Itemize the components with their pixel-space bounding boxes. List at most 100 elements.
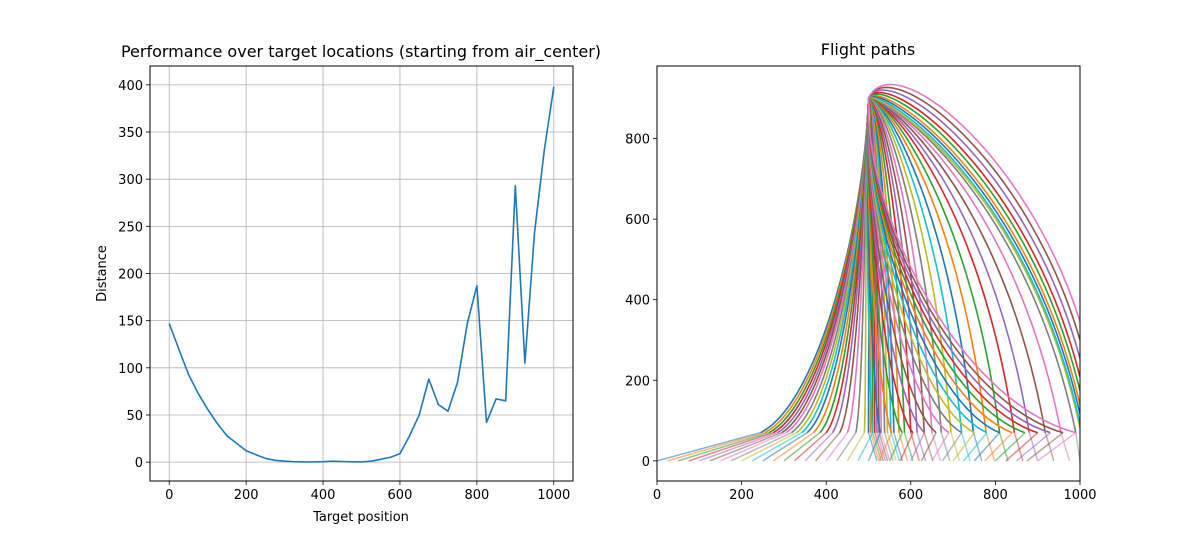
flight-approach-path — [941, 432, 963, 462]
performance-chart: Performance over target locations (start… — [95, 42, 601, 525]
flight-approach-path — [772, 432, 814, 462]
performance-chart-series — [168, 86, 555, 463]
flight-approach-path — [804, 432, 834, 462]
x-tick-label: 800 — [464, 488, 489, 503]
flight-approach-path — [783, 432, 821, 462]
flight-landing-path — [872, 432, 882, 462]
flight-descent-path — [867, 96, 1080, 424]
y-tick-label: 0 — [135, 456, 143, 471]
flight-approach-path — [699, 431, 778, 462]
x-tick-label: 1000 — [537, 488, 570, 503]
flight-landing-path — [950, 432, 961, 462]
flight-paths-chart: Flight paths 0 200 400 600 800 1000 0 200 400 600… — [625, 40, 1096, 503]
flight-approach-path — [899, 432, 914, 462]
flight-paths-chart-frame — [656, 65, 1081, 482]
performance-chart-grid — [150, 66, 573, 481]
flight-descent-path — [867, 93, 1080, 392]
flight-approach-path — [994, 432, 1026, 462]
flight-paths-chart-title: Flight paths — [821, 40, 915, 59]
flight-paths-series — [657, 83, 1080, 462]
y-tick-label: 250 — [118, 220, 143, 235]
flight-descent-path — [867, 89, 1080, 359]
y-tick-label: 800 — [625, 133, 650, 148]
flight-landing-path — [985, 432, 996, 462]
flight-approach-path — [857, 432, 874, 462]
flight-landing-path — [1075, 432, 1080, 461]
flight-approach-path — [677, 431, 770, 462]
y-tick-label: 400 — [118, 79, 143, 94]
y-tick-label: 350 — [118, 126, 143, 141]
flight-approach-path — [762, 432, 808, 462]
x-tick-label: 400 — [814, 488, 839, 503]
flight-approach-path — [846, 432, 865, 462]
flight-approach-path — [730, 431, 792, 462]
flight-approach-path — [815, 432, 841, 462]
y-tick-label: 600 — [625, 213, 650, 228]
flight-approach-path — [720, 431, 787, 462]
flight-approach-path — [825, 432, 848, 462]
flight-descent-path — [867, 95, 1080, 415]
flight-approach-path — [984, 432, 1013, 462]
flight-approach-path — [867, 432, 882, 462]
x-tick-label: 0 — [653, 488, 661, 503]
x-tick-label: 600 — [388, 488, 413, 503]
flight-paths-chart-ticks: 0 200 400 600 800 1000 0 200 400 600 800 — [625, 133, 1096, 503]
y-tick-label: 0 — [642, 455, 650, 470]
flight-approach-path — [741, 431, 797, 462]
y-tick-label: 200 — [625, 374, 650, 389]
flight-descent-path — [867, 86, 1080, 341]
performance-chart-xlabel: Target position — [312, 510, 409, 525]
x-tick-label: 200 — [234, 488, 259, 503]
performance-chart-ylabel: Distance — [95, 245, 110, 302]
flight-descent-path — [867, 91, 1080, 378]
flight-approach-path — [836, 432, 857, 462]
flight-landing-path — [1060, 432, 1071, 462]
flight-approach-path — [910, 432, 926, 462]
flight-approach-path — [973, 432, 1001, 462]
flight-approach-path — [963, 432, 988, 462]
x-tick-label: 200 — [729, 488, 754, 503]
flight-approach-path — [1037, 432, 1077, 462]
performance-chart-title: Performance over target locations (start… — [121, 42, 601, 62]
flight-approach-path — [920, 432, 937, 462]
flight-approach-path — [952, 432, 975, 462]
distance-line — [168, 86, 555, 463]
flight-approach-path — [1005, 432, 1039, 462]
flight-landing-path — [940, 432, 951, 462]
flight-landing-path — [1044, 432, 1055, 462]
y-tick-label: 150 — [118, 315, 143, 330]
y-tick-label: 100 — [118, 362, 143, 377]
flight-approach-path — [793, 432, 827, 462]
flight-landing-path — [893, 432, 904, 462]
flight-descent-path — [867, 94, 1080, 405]
x-tick-label: 1000 — [1063, 488, 1096, 503]
flight-approach-path — [688, 431, 774, 462]
flight-descent-path — [867, 96, 1080, 429]
flight-landing-path — [998, 432, 1009, 462]
flight-landing-path — [910, 432, 920, 462]
flight-descent-path — [867, 83, 1080, 322]
flight-approach-path — [888, 432, 904, 462]
flight-approach-path — [657, 431, 761, 462]
flight-landing-path — [972, 432, 983, 462]
flight-approach-path — [878, 432, 893, 462]
x-tick-label: 600 — [898, 488, 923, 503]
flight-landing-path — [960, 432, 971, 462]
flight-approach-path — [931, 432, 950, 462]
performance-chart-ticks: 0 200 400 600 800 1000 0 50 100 150 200 250 300 350 40… — [118, 79, 570, 503]
flight-landing-path — [890, 432, 901, 462]
flight-approach-path — [667, 431, 766, 462]
flight-approach-path — [751, 431, 803, 462]
flight-approach-path — [709, 431, 783, 462]
flight-approach-path — [1016, 432, 1051, 462]
flight-landing-path — [878, 432, 889, 462]
flight-climb-path — [867, 98, 1077, 434]
x-tick-label: 400 — [311, 488, 336, 503]
flight-approach-path — [1026, 432, 1064, 462]
y-tick-label: 200 — [118, 268, 143, 283]
y-tick-label: 50 — [126, 409, 143, 424]
x-tick-label: 800 — [983, 488, 1008, 503]
x-tick-label: 0 — [165, 488, 173, 503]
flight-landing-path — [903, 432, 914, 462]
